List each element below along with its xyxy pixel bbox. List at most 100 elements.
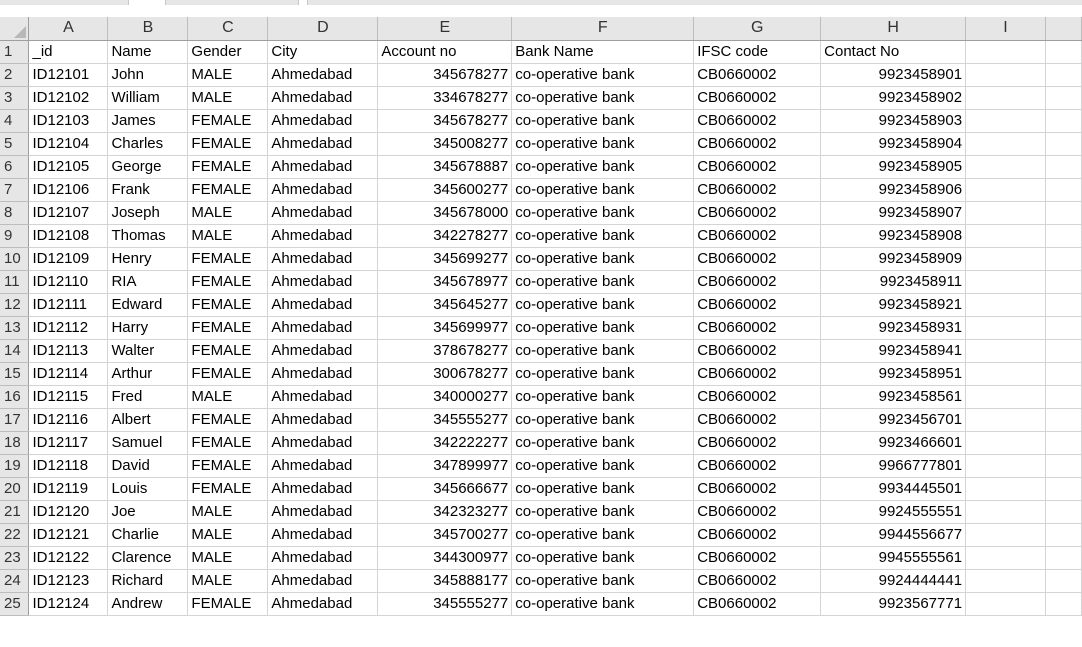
cell-e16[interactable]: 340000277 <box>377 385 513 409</box>
cell-e10[interactable]: 345699277 <box>377 247 513 271</box>
cell-b20[interactable]: Louis <box>107 477 189 501</box>
cell-i7[interactable] <box>965 178 1046 202</box>
cell-i24[interactable] <box>965 569 1046 593</box>
cell-h14[interactable]: 9923458941 <box>820 339 967 363</box>
column-header-e[interactable]: E <box>377 17 513 41</box>
cell-g7[interactable]: CB0660002 <box>693 178 822 202</box>
cell-f21[interactable]: co-operative bank <box>511 500 695 524</box>
cell-overflow[interactable] <box>1045 155 1082 179</box>
cell-a1[interactable]: _id <box>28 40 109 64</box>
cell-e12[interactable]: 345645277 <box>377 293 513 317</box>
cell-h12[interactable]: 9923458921 <box>820 293 967 317</box>
cell-a11[interactable]: ID12110 <box>28 270 109 294</box>
cell-overflow[interactable] <box>1045 431 1082 455</box>
cell-c6[interactable]: FEMALE <box>187 155 269 179</box>
cell-e13[interactable]: 345699977 <box>377 316 513 340</box>
cell-d6[interactable]: Ahmedabad <box>267 155 379 179</box>
cell-a18[interactable]: ID12117 <box>28 431 109 455</box>
cell-i11[interactable] <box>965 270 1046 294</box>
cell-f8[interactable]: co-operative bank <box>511 201 695 225</box>
cell-f1[interactable]: Bank Name <box>511 40 695 64</box>
row-header[interactable]: 16 <box>0 385 30 409</box>
cell-h6[interactable]: 9923458905 <box>820 155 967 179</box>
cell-h5[interactable]: 9923458904 <box>820 132 967 156</box>
cell-overflow[interactable] <box>1045 385 1082 409</box>
row-header[interactable]: 13 <box>0 316 30 340</box>
cell-e22[interactable]: 345700277 <box>377 523 513 547</box>
cell-e17[interactable]: 345555277 <box>377 408 513 432</box>
cell-e9[interactable]: 342278277 <box>377 224 513 248</box>
cell-d15[interactable]: Ahmedabad <box>267 362 379 386</box>
cell-c9[interactable]: MALE <box>187 224 269 248</box>
cell-i1[interactable] <box>965 40 1046 64</box>
cell-overflow[interactable] <box>1045 523 1082 547</box>
cell-f23[interactable]: co-operative bank <box>511 546 695 570</box>
cell-c23[interactable]: MALE <box>187 546 269 570</box>
cell-e7[interactable]: 345600277 <box>377 178 513 202</box>
cell-i10[interactable] <box>965 247 1046 271</box>
cell-d7[interactable]: Ahmedabad <box>267 178 379 202</box>
cell-a5[interactable]: ID12104 <box>28 132 109 156</box>
cell-c15[interactable]: FEMALE <box>187 362 269 386</box>
cell-i23[interactable] <box>965 546 1046 570</box>
cell-g21[interactable]: CB0660002 <box>693 500 822 524</box>
cell-a17[interactable]: ID12116 <box>28 408 109 432</box>
cell-i4[interactable] <box>965 109 1046 133</box>
cell-f13[interactable]: co-operative bank <box>511 316 695 340</box>
cell-e3[interactable]: 334678277 <box>377 86 513 110</box>
cell-overflow[interactable] <box>1045 201 1082 225</box>
cell-c24[interactable]: MALE <box>187 569 269 593</box>
cell-a19[interactable]: ID12118 <box>28 454 109 478</box>
cell-e23[interactable]: 344300977 <box>377 546 513 570</box>
column-header-a[interactable]: A <box>28 17 109 41</box>
cell-h20[interactable]: 9934445501 <box>820 477 967 501</box>
cell-b6[interactable]: George <box>107 155 189 179</box>
cell-b7[interactable]: Frank <box>107 178 189 202</box>
cell-g4[interactable]: CB0660002 <box>693 109 822 133</box>
cell-a15[interactable]: ID12114 <box>28 362 109 386</box>
cell-overflow[interactable] <box>1045 569 1082 593</box>
row-header[interactable]: 7 <box>0 178 30 202</box>
row-header[interactable]: 9 <box>0 224 30 248</box>
cell-i19[interactable] <box>965 454 1046 478</box>
cell-f9[interactable]: co-operative bank <box>511 224 695 248</box>
cell-e5[interactable]: 345008277 <box>377 132 513 156</box>
cell-f11[interactable]: co-operative bank <box>511 270 695 294</box>
cell-c3[interactable]: MALE <box>187 86 269 110</box>
cell-overflow[interactable] <box>1045 63 1082 87</box>
cell-d12[interactable]: Ahmedabad <box>267 293 379 317</box>
cell-h8[interactable]: 9923458907 <box>820 201 967 225</box>
row-header[interactable]: 8 <box>0 201 30 225</box>
cell-h1[interactable]: Contact No <box>820 40 967 64</box>
cell-overflow[interactable] <box>1045 362 1082 386</box>
cell-f15[interactable]: co-operative bank <box>511 362 695 386</box>
cell-e14[interactable]: 378678277 <box>377 339 513 363</box>
cell-a6[interactable]: ID12105 <box>28 155 109 179</box>
cell-i20[interactable] <box>965 477 1046 501</box>
cell-f2[interactable]: co-operative bank <box>511 63 695 87</box>
row-header[interactable]: 22 <box>0 523 30 547</box>
cell-i5[interactable] <box>965 132 1046 156</box>
cell-d14[interactable]: Ahmedabad <box>267 339 379 363</box>
cell-a3[interactable]: ID12102 <box>28 86 109 110</box>
cell-overflow[interactable] <box>1045 592 1082 616</box>
cell-i8[interactable] <box>965 201 1046 225</box>
cell-d3[interactable]: Ahmedabad <box>267 86 379 110</box>
cell-i15[interactable] <box>965 362 1046 386</box>
cell-c20[interactable]: FEMALE <box>187 477 269 501</box>
cell-g18[interactable]: CB0660002 <box>693 431 822 455</box>
cell-c5[interactable]: FEMALE <box>187 132 269 156</box>
cell-h9[interactable]: 9923458908 <box>820 224 967 248</box>
cell-i12[interactable] <box>965 293 1046 317</box>
cell-g5[interactable]: CB0660002 <box>693 132 822 156</box>
cell-f22[interactable]: co-operative bank <box>511 523 695 547</box>
row-header[interactable]: 23 <box>0 546 30 570</box>
cell-g9[interactable]: CB0660002 <box>693 224 822 248</box>
cell-b25[interactable]: Andrew <box>107 592 189 616</box>
cell-overflow[interactable] <box>1045 109 1082 133</box>
cell-i22[interactable] <box>965 523 1046 547</box>
cell-overflow[interactable] <box>1045 40 1082 64</box>
cell-c16[interactable]: MALE <box>187 385 269 409</box>
cell-e2[interactable]: 345678277 <box>377 63 513 87</box>
cell-d16[interactable]: Ahmedabad <box>267 385 379 409</box>
